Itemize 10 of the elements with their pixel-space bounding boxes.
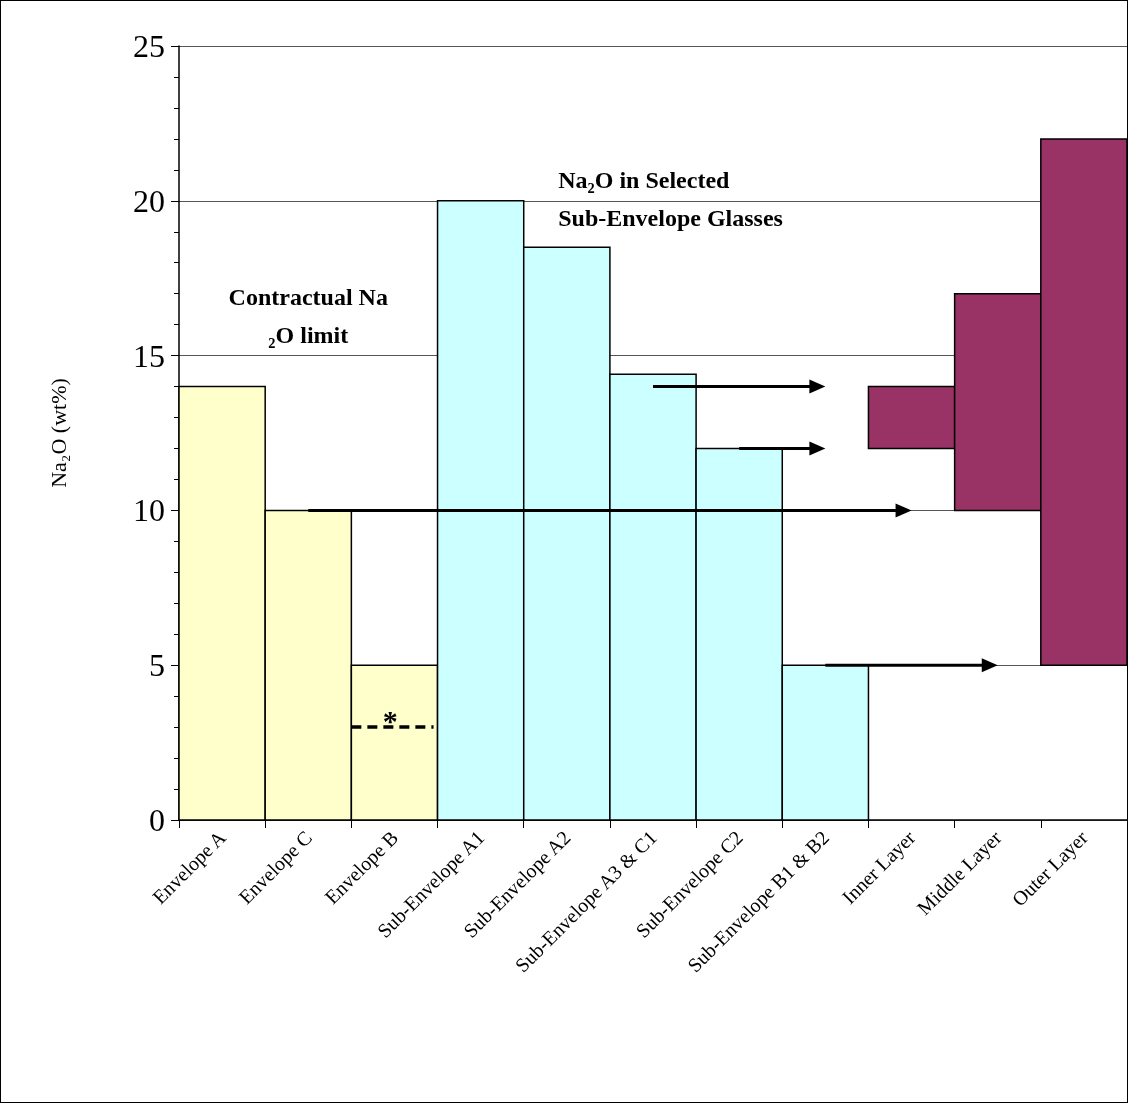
y-tick-label: 5 <box>149 647 165 684</box>
y-tick-label: 10 <box>133 492 165 529</box>
y-tick-label: 0 <box>149 802 165 838</box>
ref-line-label: * <box>382 703 398 737</box>
y-axis-title: Na₂O (wt%) <box>45 378 71 488</box>
annotation: Contractual Na₂O limit <box>228 284 388 349</box>
y-tick-label: 20 <box>133 182 165 219</box>
annotation: Na₂O in Selected Sub-Envelope Glasses <box>558 166 783 231</box>
y-tick-label: 25 <box>133 28 165 64</box>
y-tick-label: 15 <box>133 337 165 374</box>
